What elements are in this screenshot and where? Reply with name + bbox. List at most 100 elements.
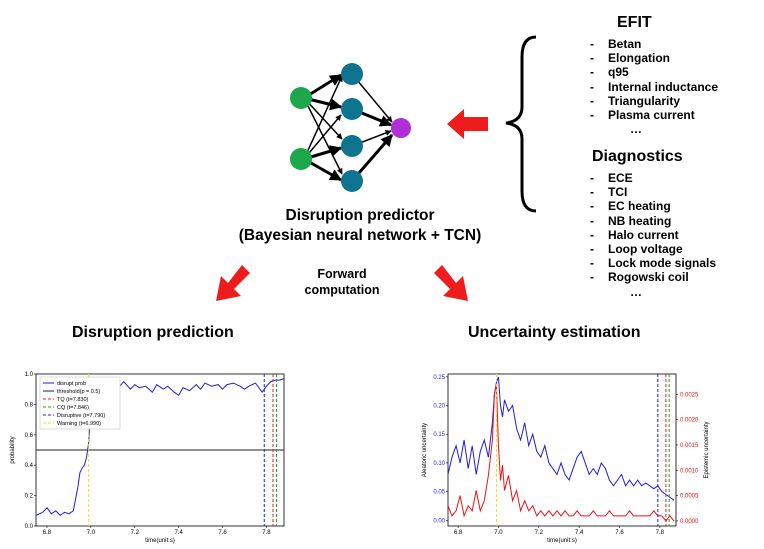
x-axis-label: time(unit:s) bbox=[547, 538, 577, 544]
x-tick-label: 7.0 bbox=[494, 530, 503, 536]
input-node bbox=[290, 87, 312, 109]
bullet-dash: - bbox=[590, 199, 594, 214]
hidden-node bbox=[341, 170, 363, 192]
diagnostics-item: - Loop voltage bbox=[590, 242, 716, 256]
diagnostics-item: - EC heating bbox=[590, 199, 716, 213]
predictor-title-line1: Disruption predictor bbox=[285, 207, 435, 224]
bullet-dash: - bbox=[590, 108, 594, 123]
y-tick-label: 1.0 bbox=[25, 372, 34, 378]
forward-computation-label: Forward computation bbox=[280, 266, 404, 298]
legend-label: Disruptive (t=7.790) bbox=[57, 413, 105, 419]
bullet-dash: - bbox=[590, 256, 594, 271]
diagnostics-item: - Rogowski coil bbox=[590, 270, 716, 284]
diagnostics-item-label: EC heating bbox=[608, 199, 671, 214]
legend-label: threshold(p = 0.5) bbox=[57, 389, 100, 395]
disruption-prediction-chart: 6.8 7.0 7.2 7.4 7.6 7.8 0.0 0.2 0.4 0.6 0.8 1.0 time… bbox=[10, 372, 285, 544]
bullet-dash: - bbox=[590, 213, 594, 228]
y-tick-label: 0.15 bbox=[433, 432, 445, 438]
diagnostics-item-label: Loop voltage bbox=[608, 242, 683, 257]
y-tick-label: 0.2 bbox=[25, 494, 34, 500]
uncertainty-estimation-chart: 6.8 7.0 7.2 7.4 7.6 7.8 0.00 0.05 0.10 0.15 0.20 0.… bbox=[422, 373, 710, 544]
bullet-dash: - bbox=[590, 51, 594, 66]
efit-item-label: Triangularity bbox=[608, 93, 681, 108]
legend-label: TQ (t=7.830) bbox=[57, 397, 89, 403]
efit-item-label: q95 bbox=[608, 65, 629, 80]
x-tick-label: 6.8 bbox=[43, 530, 52, 536]
input-arrow-icon bbox=[447, 109, 488, 139]
x-tick-label: 7.4 bbox=[575, 530, 584, 536]
legend-box bbox=[39, 376, 121, 430]
diagnostics-item: - NB heating bbox=[590, 214, 716, 228]
bullet-dash: - bbox=[590, 242, 594, 257]
hidden-node bbox=[341, 63, 363, 85]
x-tick-label: 7.6 bbox=[615, 530, 624, 536]
y-tick-label: 0.20 bbox=[433, 404, 445, 410]
legend-label: CQ (t=7.846) bbox=[57, 405, 89, 411]
diagnostics-item: - ECE bbox=[590, 171, 716, 185]
y-right-tick-label: 0.0015 bbox=[680, 443, 699, 449]
y-tick-label: 0.10 bbox=[433, 461, 445, 467]
y-right-axis-label: Epistemic uncertainty bbox=[704, 421, 710, 478]
y-right-tick-label: 0.0005 bbox=[680, 494, 699, 500]
y-tick-label: 0.00 bbox=[433, 518, 445, 524]
x-tick-label: 7.8 bbox=[262, 530, 271, 536]
diagnostics-item-label: Rogowski coil bbox=[608, 270, 689, 285]
efit-item-label: Betan bbox=[608, 37, 642, 51]
series-line bbox=[35, 378, 285, 517]
bullet-dash: - bbox=[590, 185, 594, 200]
diagnostics-item: - TCI bbox=[590, 185, 716, 199]
y-tick-label: 0.25 bbox=[433, 375, 445, 381]
y-tick-label: 0.4 bbox=[25, 463, 34, 469]
neural-network-diagram bbox=[290, 63, 411, 192]
predictor-title-line2: (Bayesian neural network + TCN) bbox=[238, 227, 482, 244]
bullet-dash: - bbox=[590, 171, 594, 185]
y-tick-label: 0.05 bbox=[433, 490, 445, 496]
list-ellipsis: … bbox=[630, 284, 642, 299]
efit-item: - Triangularity bbox=[590, 94, 718, 108]
efit-list: - Betan - Elongation - q95- Internal inductanc… bbox=[590, 37, 718, 136]
y-right-tick-label: 0.0025 bbox=[680, 392, 699, 398]
diagnostics-item-label: Halo current bbox=[608, 227, 679, 242]
diagnostics-item: - Halo current bbox=[590, 228, 716, 242]
predictor-title: Disruption predictor (Bayesian neural ne… bbox=[200, 206, 520, 246]
bullet-dash: - bbox=[590, 93, 594, 108]
hidden-node bbox=[341, 98, 363, 120]
y-right-tick-label: 0.0000 bbox=[680, 519, 699, 525]
x-axis-label: time(unit:s) bbox=[145, 538, 175, 544]
efit-item-label: Plasma current bbox=[608, 108, 695, 123]
x-tick-label: 7.2 bbox=[131, 530, 140, 536]
series-line bbox=[447, 376, 675, 501]
forward-line1: Forward bbox=[317, 267, 367, 281]
series-line bbox=[447, 384, 675, 522]
disruption-prediction-title: Disruption prediction bbox=[72, 324, 234, 341]
y-tick-label: 0.6 bbox=[25, 433, 34, 439]
y-axis-label: Aleatoric uncertainty bbox=[422, 423, 428, 477]
efit-item: - Internal inductance bbox=[590, 80, 718, 94]
diagnostics-item-label: NB heating bbox=[608, 213, 672, 228]
x-tick-label: 6.8 bbox=[454, 530, 463, 536]
efit-item: - Elongation bbox=[590, 51, 718, 65]
y-tick-label: 0.8 bbox=[25, 402, 34, 408]
diagnostics-list: - ECE - TCI - EC heating - NB heating - Halo curr… bbox=[590, 171, 716, 299]
x-tick-label: 7.0 bbox=[87, 530, 96, 536]
y-right-tick-label: 0.0020 bbox=[680, 418, 699, 424]
diagnostics-item-label: Lock mode signals bbox=[608, 256, 717, 271]
efit-heading: EFIT bbox=[617, 14, 652, 31]
y-axis-label: probability bbox=[10, 436, 16, 463]
diagnostics-item-label: TCI bbox=[608, 185, 628, 200]
list-ellipsis: … bbox=[630, 122, 642, 137]
diagnostics-item-label: ECE bbox=[608, 171, 633, 185]
input-node bbox=[290, 148, 312, 170]
x-tick-label: 7.2 bbox=[535, 530, 544, 536]
bullet-dash: - bbox=[590, 79, 594, 94]
y-right-tick-label: 0.0010 bbox=[680, 468, 699, 474]
bullet-dash: - bbox=[590, 227, 594, 242]
efit-item-label: Internal inductance bbox=[608, 79, 719, 94]
bullet-dash: - bbox=[590, 65, 594, 80]
efit-item: - Plasma current bbox=[590, 108, 718, 122]
uncertainty-estimation-title: Uncertainty estimation bbox=[468, 324, 641, 341]
y-tick-label: 0.0 bbox=[25, 524, 34, 530]
efit-item: - q95 bbox=[590, 65, 718, 79]
x-tick-label: 7.8 bbox=[656, 530, 665, 536]
output-node bbox=[391, 118, 411, 138]
